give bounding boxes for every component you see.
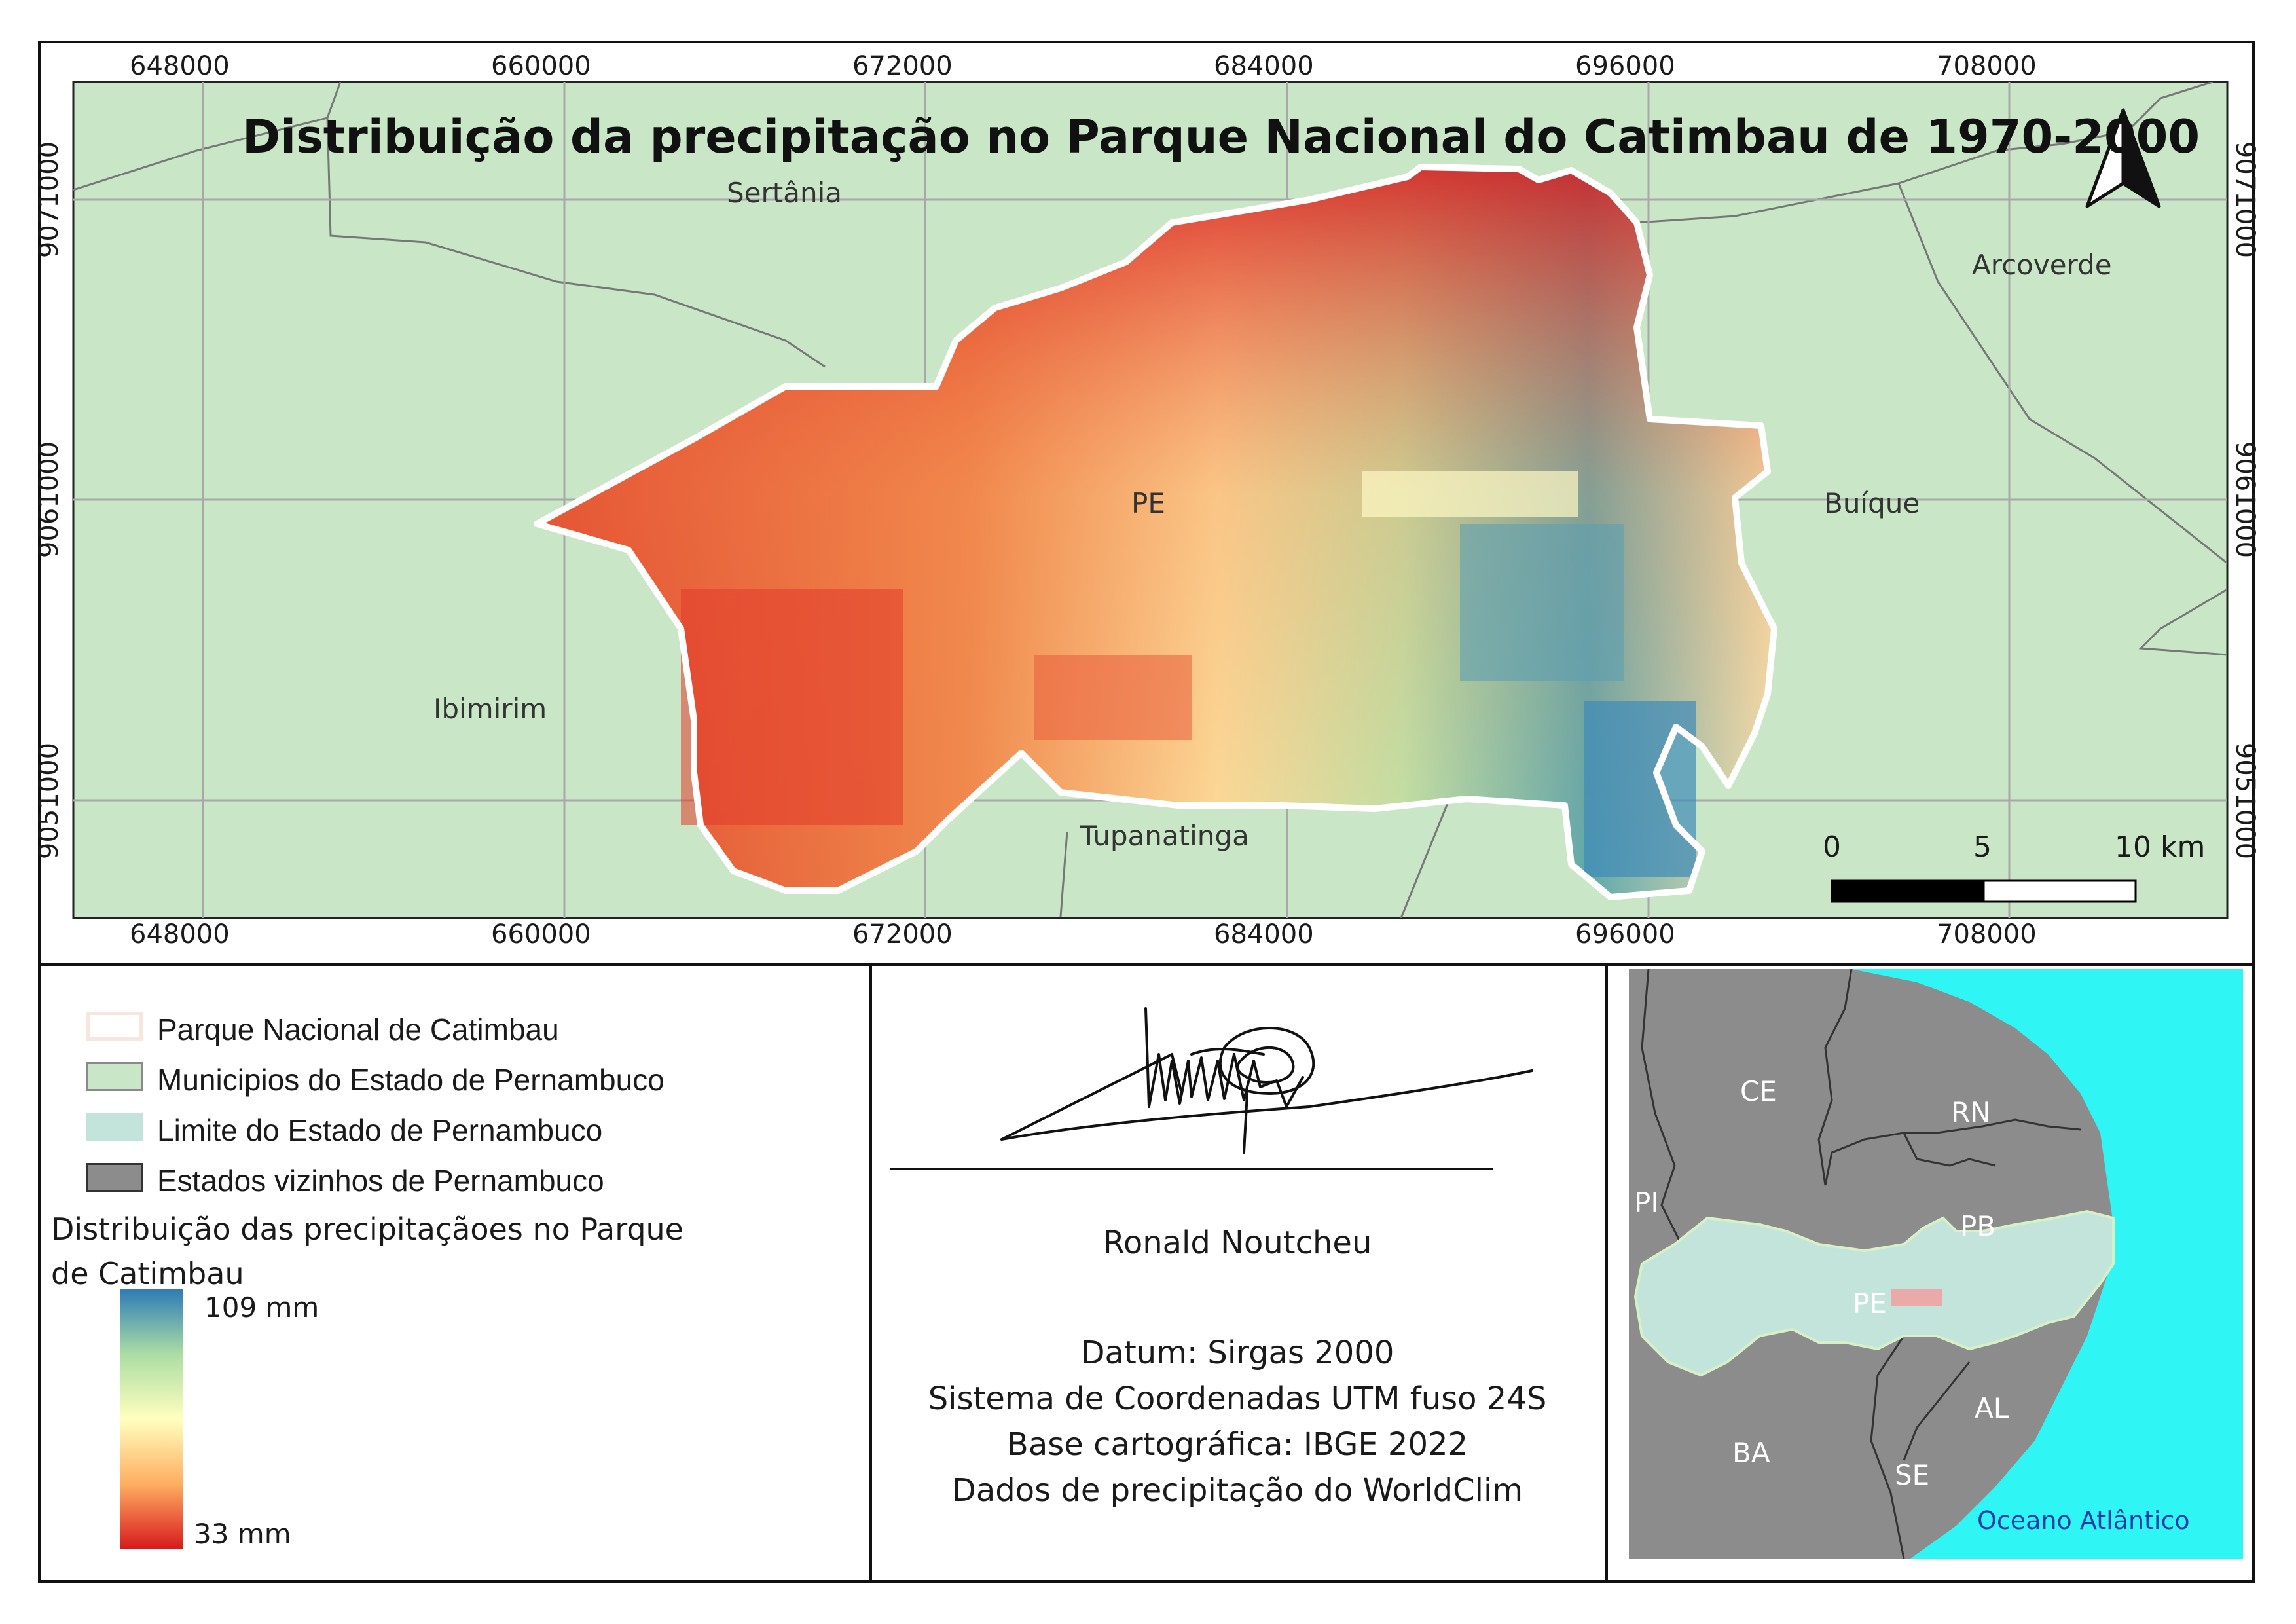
ramp-max-label: 109 mm xyxy=(204,1291,319,1323)
place-label-buique: Buíque xyxy=(1824,487,1920,519)
y-tick-label: 9071000 xyxy=(2230,141,2261,259)
author-signature xyxy=(890,1007,1533,1170)
legend-swatch-municipalities xyxy=(86,1062,143,1091)
credit-datum: Datum: Sirgas 2000 xyxy=(1080,1335,1394,1371)
x-tick-label: 708000 xyxy=(1937,919,2037,950)
inset-label-pe: PE xyxy=(1853,1287,1887,1320)
place-label-pe: PE xyxy=(1131,487,1165,519)
inset-label-pi: PI xyxy=(1634,1187,1659,1219)
legend-swatch-neighbors xyxy=(86,1163,143,1192)
inset-label-pb: PB xyxy=(1960,1210,1996,1242)
inset-label-al: AL xyxy=(1975,1392,2009,1424)
ramp-title: Distribuição das precipitaçãoes no Parqu… xyxy=(51,1211,683,1247)
ocean-area xyxy=(1851,969,2243,1559)
place-label-sertania: Sertânia xyxy=(727,177,842,209)
y-tick-label: 9051000 xyxy=(2230,742,2261,860)
ramp-title-line2: de Catimbau xyxy=(51,1256,244,1291)
inset-divider xyxy=(1605,965,1608,1583)
map-divider xyxy=(38,963,2255,966)
legend-label-state-limit: Limite do Estado de Pernambuco xyxy=(157,1113,603,1147)
inset-label-se: SE xyxy=(1895,1459,1930,1491)
y-tick-label: 9071000 xyxy=(34,141,65,259)
x-tick-label: 696000 xyxy=(1575,919,1675,950)
credit-coordinate-system: Sistema de Coordenadas UTM fuso 24S xyxy=(928,1380,1547,1417)
x-tick-label: 648000 xyxy=(130,51,230,81)
x-tick-label: 672000 xyxy=(852,51,953,81)
place-label-ibimirim: Ibimirim xyxy=(433,693,547,725)
place-label-arcoverde: Arcoverde xyxy=(1972,249,2112,281)
inset-label-ba: BA xyxy=(1732,1437,1770,1469)
north-arrow-icon xyxy=(2085,108,2161,208)
inset-label-ce: CE xyxy=(1740,1075,1777,1107)
x-tick-label: 660000 xyxy=(491,919,591,950)
x-tick-label: 660000 xyxy=(491,51,591,81)
legend-label-neighbors: Estados vizinhos de Pernambuco xyxy=(157,1164,604,1198)
y-tick-label: 9061000 xyxy=(34,441,65,559)
legend-label-municipalities: Municipios do Estado de Pernambuco xyxy=(157,1063,665,1097)
page-frame xyxy=(38,41,2255,1583)
legend-swatch-state-limit xyxy=(86,1113,143,1141)
main-map xyxy=(72,81,2229,919)
credit-base-map: Base cartográfica: IBGE 2022 xyxy=(1006,1426,1468,1463)
precipitation-color-ramp xyxy=(120,1289,183,1549)
legend-swatch-park xyxy=(86,1012,143,1041)
x-tick-label: 648000 xyxy=(130,919,230,950)
place-label-tupanatinga: Tupanatinga xyxy=(1080,820,1249,852)
y-tick-label: 9051000 xyxy=(34,742,65,860)
inset-label-rn: RN xyxy=(1951,1096,1991,1128)
inset-locator-map xyxy=(1629,969,2243,1559)
x-tick-label: 684000 xyxy=(1214,51,1314,81)
x-tick-label: 672000 xyxy=(852,919,953,950)
scale-label: 10 km xyxy=(2115,830,2206,864)
scale-bar xyxy=(1831,879,2137,903)
inset-pernambuco xyxy=(1633,1209,2115,1377)
author-name: Ronald Noutcheu xyxy=(1102,1225,1372,1261)
credit-precipitation-source: Dados de precipitação do WorldClim xyxy=(951,1472,1523,1509)
ramp-min-label: 33 mm xyxy=(194,1518,291,1550)
x-tick-label: 696000 xyxy=(1575,51,1675,81)
legend-label-park: Parque Nacional de Catimbau xyxy=(157,1012,559,1046)
x-tick-label: 684000 xyxy=(1214,919,1314,950)
map-title: Distribuição da precipitação no Parque N… xyxy=(242,110,2200,164)
park-outline xyxy=(534,164,1777,900)
scale-label: 5 xyxy=(1973,830,1992,864)
scale-label: 0 xyxy=(1823,830,1841,864)
inset-label-ocean: Oceano Atlântico xyxy=(1977,1506,2190,1535)
x-tick-label: 708000 xyxy=(1937,51,2037,81)
inset-park-locator xyxy=(1891,1289,1942,1306)
y-tick-label: 9061000 xyxy=(2230,441,2261,559)
legend-divider xyxy=(869,965,872,1583)
park-precipitation-raster xyxy=(537,167,1774,897)
